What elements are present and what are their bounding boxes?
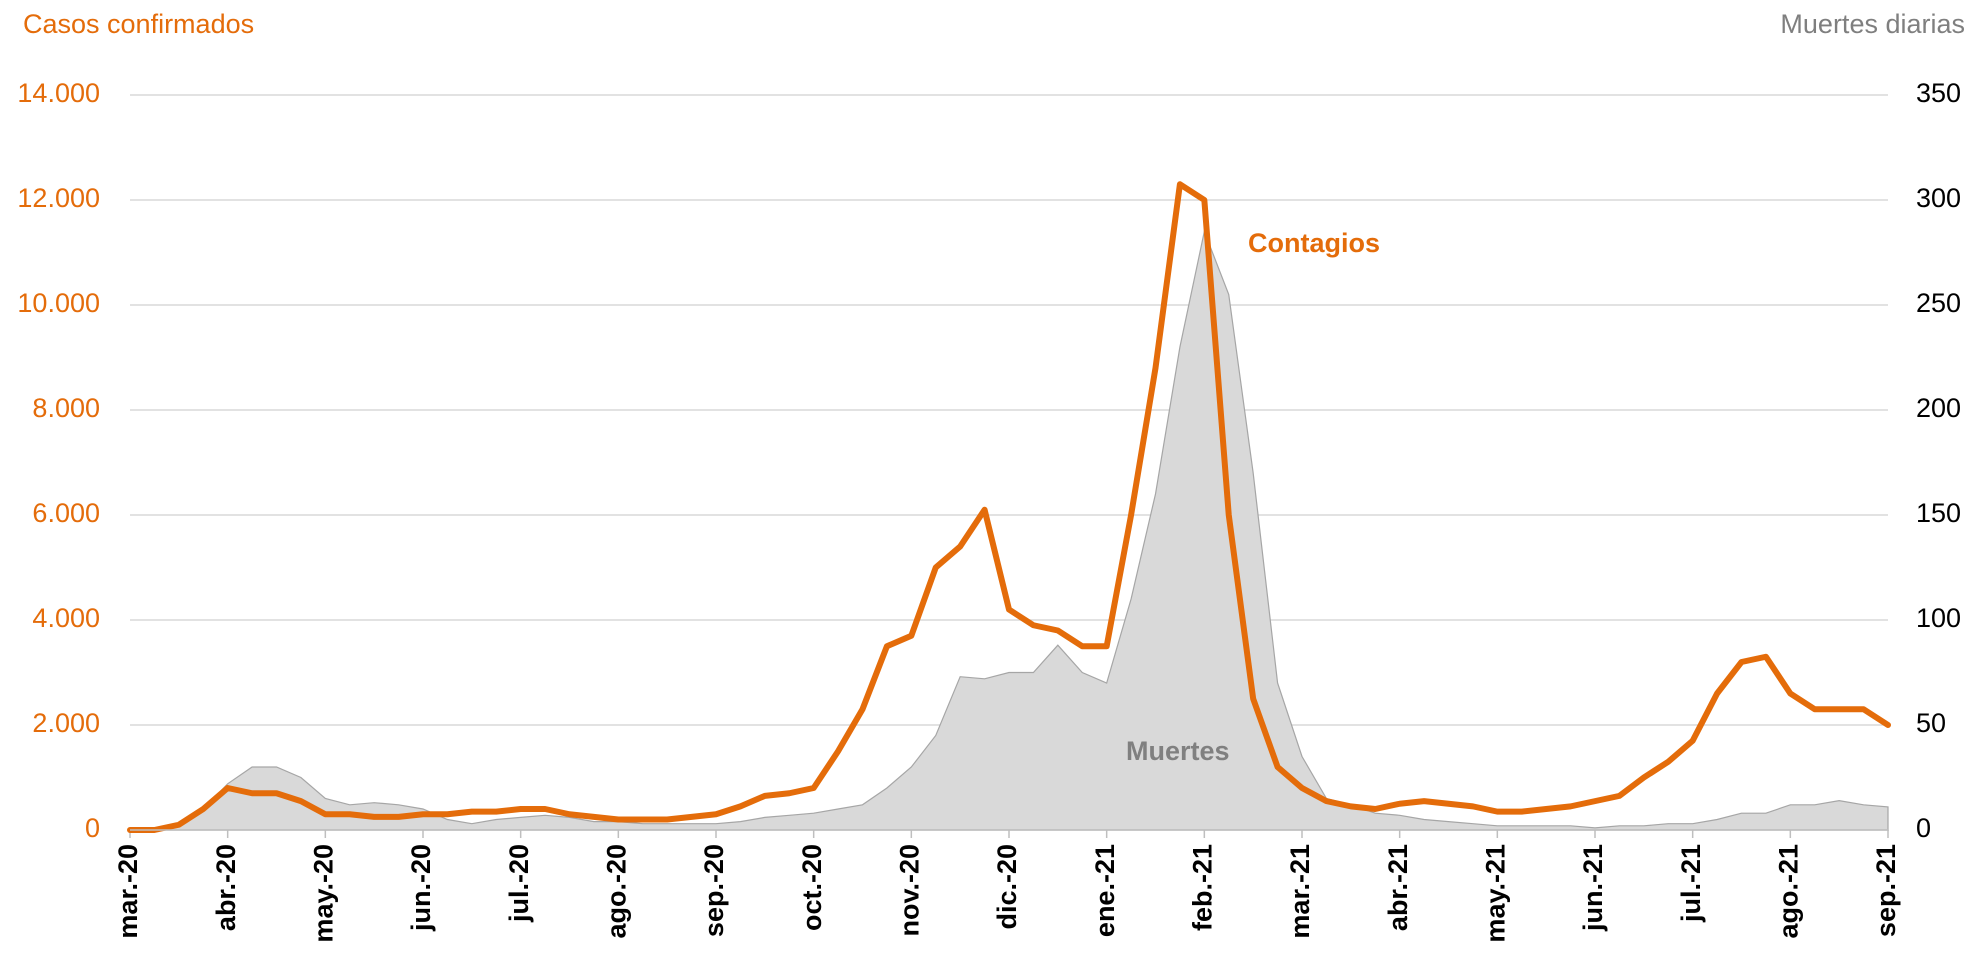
x-tick-label: ene.-21 — [1090, 844, 1120, 937]
x-tick-label: dic.-20 — [992, 844, 1022, 930]
x-tick-label: may.-20 — [308, 844, 338, 943]
y2-tick-label: 250 — [1916, 288, 1961, 318]
x-tick-label: abr.-21 — [1383, 844, 1413, 931]
x-tick-label: jul.-21 — [1676, 844, 1706, 923]
deaths-area — [130, 229, 1889, 831]
y-tick-label: 0 — [85, 813, 100, 843]
x-tick-label: may.-21 — [1480, 844, 1510, 943]
cases-line — [127, 181, 1891, 833]
y2-tick-label: 0 — [1916, 813, 1931, 843]
y-tick-label: 8.000 — [32, 393, 100, 423]
x-tick-label: mar.-21 — [1285, 844, 1315, 939]
y-tick-label: 2.000 — [32, 708, 100, 738]
x-tick-label: feb.-21 — [1187, 844, 1217, 931]
y2-tick-label: 200 — [1916, 393, 1961, 423]
y-tick-label: 12.000 — [17, 183, 100, 213]
x-tick-label: jun.-20 — [406, 844, 436, 932]
y2-tick-label: 300 — [1916, 183, 1961, 213]
y-axis-title: Casos confirmados — [23, 9, 254, 39]
series-annotation: Contagios — [1248, 228, 1380, 258]
y-tick-label: 14.000 — [17, 78, 100, 108]
x-tick-label: abr.-20 — [211, 844, 241, 931]
x-tick-label: sep.-20 — [699, 844, 729, 937]
x-tick-label: nov.-20 — [894, 844, 924, 937]
x-tick-label: jun.-21 — [1578, 844, 1608, 932]
series-annotation: Muertes — [1126, 736, 1230, 766]
x-tick-label: ago.-21 — [1773, 844, 1803, 939]
x-tick-label: oct.-20 — [797, 844, 827, 931]
y-tick-label: 10.000 — [17, 288, 100, 318]
y2-tick-label: 50 — [1916, 708, 1946, 738]
y2-tick-label: 100 — [1916, 603, 1961, 633]
x-tick-label: sep.-21 — [1871, 844, 1901, 937]
y2-axis-title: Muertes diarias — [1780, 9, 1965, 39]
y2-tick-label: 350 — [1916, 78, 1961, 108]
y-tick-label: 6.000 — [32, 498, 100, 528]
x-tick-label: mar.-20 — [113, 844, 143, 939]
y2-tick-label: 150 — [1916, 498, 1961, 528]
y-tick-label: 4.000 — [32, 603, 100, 633]
x-tick-label: ago.-20 — [601, 844, 631, 939]
x-tick-label: jul.-20 — [504, 844, 534, 923]
